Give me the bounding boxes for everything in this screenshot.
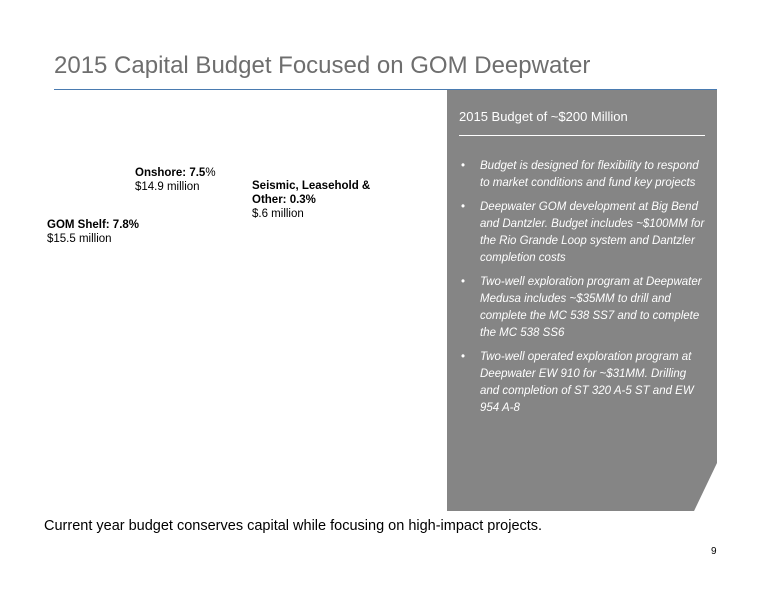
bullet-text: Deepwater GOM development at Big Bend an… (480, 201, 705, 264)
label-gom-shelf-amount: $15.5 million (47, 233, 112, 245)
bullet-item: • Two-well exploration program at Deepwat… (459, 274, 707, 342)
label-onshore-pct-suffix: % (205, 167, 216, 179)
budget-panel: 2015 Budget of ~$200 Million • Budget is … (447, 90, 717, 511)
panel-divider (459, 135, 705, 136)
label-gom-shelf: GOM Shelf: 7.8% $15.5 million (47, 218, 139, 246)
page-title: 2015 Capital Budget Focused on GOM Deepw… (54, 52, 591, 79)
label-gom-shelf-pct: : 7.8% (105, 219, 140, 231)
slide-caption: Current year budget conserves capital wh… (44, 518, 543, 534)
bullet-list: • Budget is designed for flexibility to r… (459, 158, 707, 424)
label-gom-shelf-name: GOM Shelf (47, 219, 106, 231)
bullet-item: • Deepwater GOM development at Big Bend a… (459, 199, 707, 267)
label-seismic-line2: Other: 0.3% (252, 194, 316, 206)
bullet-text: Two-well operated exploration program at… (480, 351, 694, 414)
bullet-icon: • (461, 351, 466, 363)
label-onshore-amount: $14.9 million (135, 181, 200, 193)
bullet-icon: • (461, 201, 466, 213)
title-divider (54, 89, 717, 90)
label-onshore-pct: : 7.5 (182, 167, 206, 179)
label-onshore-name: Onshore (135, 167, 183, 179)
panel-title: 2015 Budget of ~$200 Million (459, 109, 628, 124)
bullet-icon: • (461, 276, 466, 288)
label-seismic-line1: Seismic, Leasehold & (252, 180, 371, 192)
label-seismic-amount: $.6 million (252, 208, 304, 220)
page-number: 9 (711, 546, 717, 557)
label-onshore: Onshore: 7.5% $14.9 million (135, 166, 216, 194)
bullet-icon: • (461, 160, 466, 172)
bullet-item: • Budget is designed for flexibility to r… (459, 158, 707, 192)
bullet-text: Budget is designed for flexibility to re… (480, 160, 699, 189)
bullet-item: • Two-well operated exploration program a… (459, 349, 707, 417)
bullet-text: Two-well exploration program at Deepwate… (480, 276, 702, 339)
label-seismic: Seismic, Leasehold & Other: 0.3% $.6 mil… (252, 179, 370, 221)
